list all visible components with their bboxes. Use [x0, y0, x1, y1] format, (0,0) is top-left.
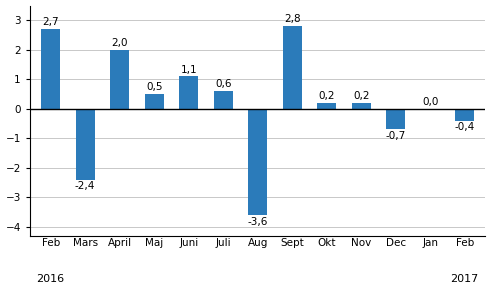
Bar: [248, 109, 267, 215]
Bar: [110, 50, 129, 109]
Text: 2016: 2016: [37, 275, 65, 284]
Text: -2,4: -2,4: [75, 181, 95, 191]
Text: -3,6: -3,6: [247, 217, 268, 227]
Text: 2017: 2017: [451, 275, 479, 284]
Bar: [352, 103, 371, 109]
Text: 0,0: 0,0: [422, 97, 438, 107]
Text: -0,7: -0,7: [385, 131, 406, 141]
Text: 0,2: 0,2: [319, 91, 335, 101]
Bar: [41, 29, 60, 109]
Text: 0,2: 0,2: [353, 91, 369, 101]
Text: 2,8: 2,8: [284, 14, 300, 24]
Bar: [386, 109, 405, 129]
Bar: [76, 109, 95, 179]
Text: 2,7: 2,7: [42, 18, 59, 27]
Bar: [214, 91, 233, 109]
Bar: [455, 109, 474, 120]
Text: 2,0: 2,0: [111, 38, 128, 48]
Bar: [179, 76, 198, 109]
Text: 0,6: 0,6: [215, 79, 231, 89]
Bar: [283, 26, 301, 109]
Bar: [317, 103, 336, 109]
Text: 1,1: 1,1: [180, 65, 197, 75]
Text: -0,4: -0,4: [455, 122, 475, 132]
Bar: [145, 94, 164, 109]
Text: 0,5: 0,5: [146, 82, 163, 92]
